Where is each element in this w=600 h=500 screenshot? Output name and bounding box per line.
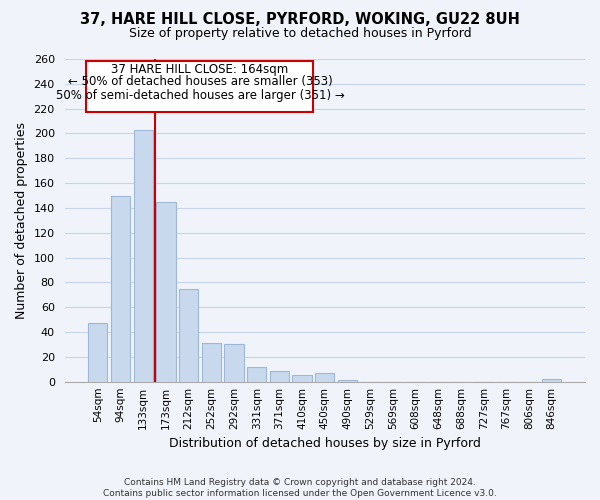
Text: 37, HARE HILL CLOSE, PYRFORD, WOKING, GU22 8UH: 37, HARE HILL CLOSE, PYRFORD, WOKING, GU… (80, 12, 520, 28)
Bar (111, 196, 130, 382)
Y-axis label: Number of detached properties: Number of detached properties (15, 122, 28, 319)
Bar (179, 288, 198, 382)
FancyBboxPatch shape (86, 62, 313, 112)
Text: Contains HM Land Registry data © Crown copyright and database right 2024.
Contai: Contains HM Land Registry data © Crown c… (103, 478, 497, 498)
Bar (156, 202, 176, 382)
Text: Size of property relative to detached houses in Pyrford: Size of property relative to detached ho… (128, 28, 472, 40)
Bar (247, 367, 266, 382)
Bar (88, 324, 107, 382)
Bar (270, 370, 289, 382)
Bar (224, 344, 244, 382)
X-axis label: Distribution of detached houses by size in Pyrford: Distribution of detached houses by size … (169, 437, 481, 450)
Bar (338, 380, 357, 382)
Bar (542, 379, 562, 382)
Text: ← 50% of detached houses are smaller (353): ← 50% of detached houses are smaller (35… (68, 75, 332, 88)
Text: 50% of semi-detached houses are larger (351) →: 50% of semi-detached houses are larger (… (56, 89, 344, 102)
Bar (292, 376, 312, 382)
Bar (134, 130, 153, 382)
Bar (315, 373, 334, 382)
Bar (202, 343, 221, 382)
Text: 37 HARE HILL CLOSE: 164sqm: 37 HARE HILL CLOSE: 164sqm (112, 62, 289, 76)
